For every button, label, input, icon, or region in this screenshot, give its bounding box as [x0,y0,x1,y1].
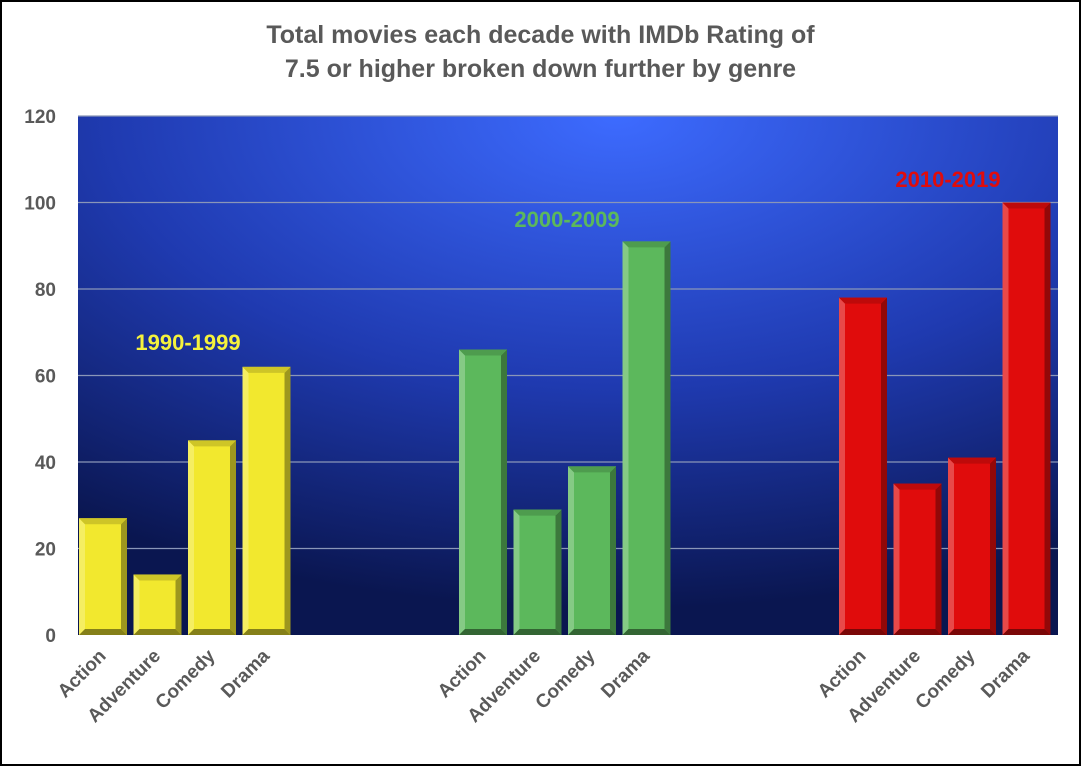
y-tick-label: 100 [24,194,56,215]
bar-1990-1999-drama [242,366,291,635]
bar-2010-2019-action [839,297,887,635]
decade-label-1990-1999: 1990-1999 [135,330,240,355]
y-tick-label: 40 [35,453,56,474]
chart-title-line-2: 7.5 or higher broken down further by gen… [284,55,797,83]
chart-title-line-1: Total movies each decade with IMDb Ratin… [266,21,815,49]
bar-2000-2009-adventure [513,509,562,635]
bar-2000-2009-comedy [568,466,616,635]
x-tick-label: Drama [597,645,654,702]
x-tick-label: Comedy [152,645,220,713]
decade-label-2010-2019: 2010-2019 [895,167,1000,192]
bar-2000-2009-action [459,349,507,635]
bar-1990-1999-action [79,518,127,635]
chart-title: Total movies each decade with IMDb Ratin… [0,18,1081,86]
y-tick-label: 20 [35,540,56,561]
bar-2010-2019-comedy [948,457,996,635]
y-tick-label: 0 [45,626,56,647]
y-tick-label: 120 [24,107,56,128]
y-tick-label: 80 [35,280,56,301]
decade-labels: 1990-1999 2000-2009 2010-2019 [135,167,1000,355]
x-tick-label: Drama [977,645,1034,702]
bar-1990-1999-adventure [133,574,182,635]
bar-1990-1999-comedy [188,440,236,635]
bars [79,202,1051,636]
x-tick-label: Comedy [912,645,980,713]
x-tick-label: Comedy [532,645,600,713]
bar-2010-2019-drama [1002,202,1051,635]
y-tick-label: 60 [35,367,56,388]
bar-2000-2009-drama [622,241,671,636]
decade-label-2000-2009: 2000-2009 [514,207,619,232]
bar-2010-2019-adventure [893,483,942,635]
x-tick-label: Drama [217,645,274,702]
y-axis-ticks: 0 20 40 60 80 100 120 [24,107,56,647]
